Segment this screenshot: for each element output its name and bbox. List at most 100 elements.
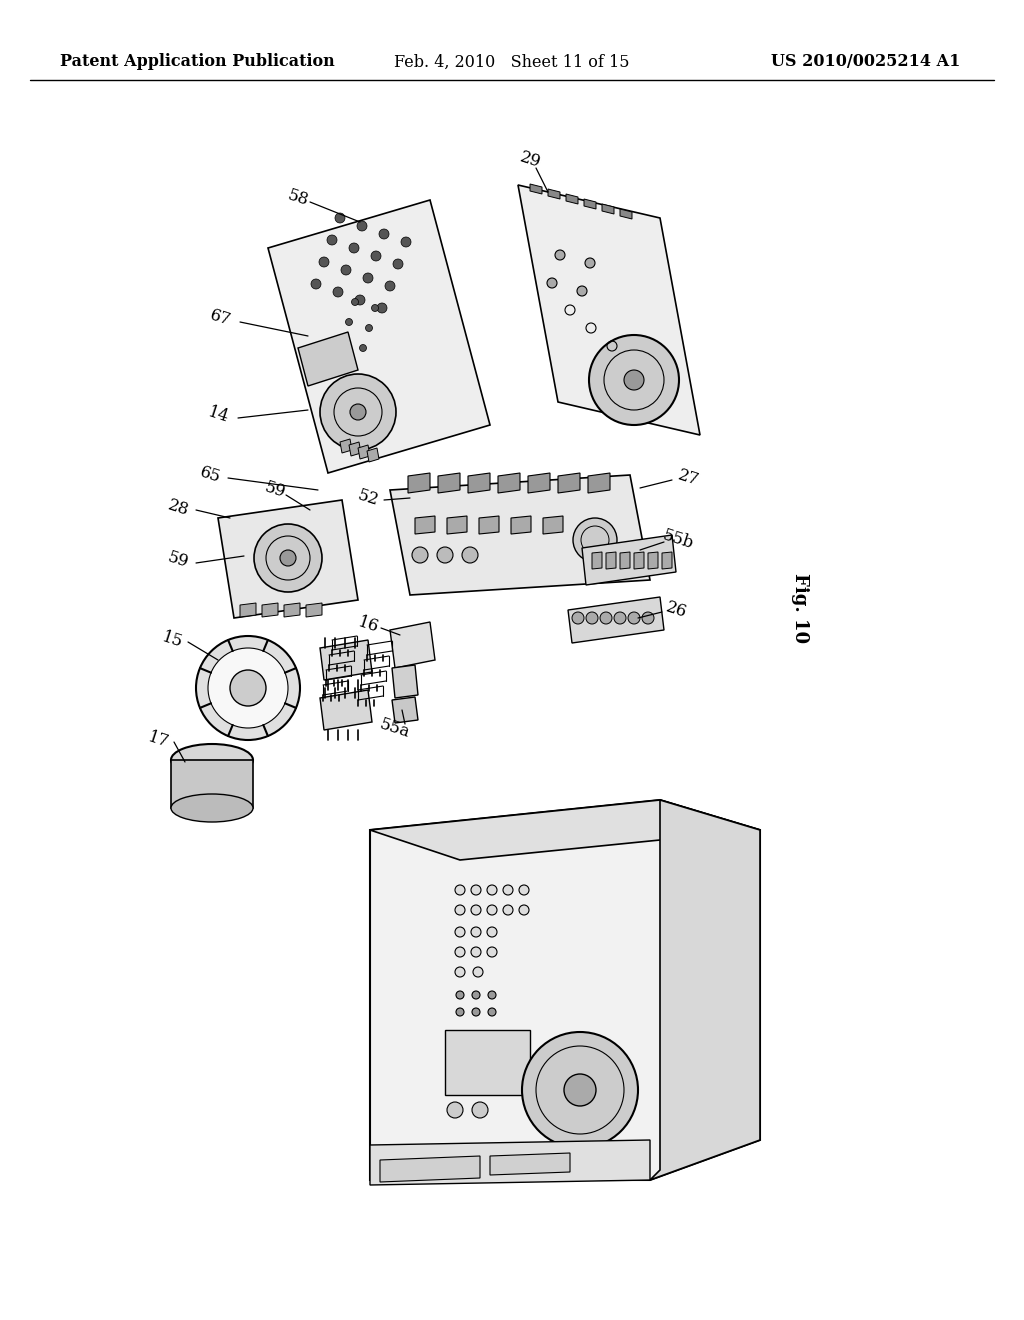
Polygon shape: [528, 473, 550, 492]
Circle shape: [196, 636, 300, 741]
Circle shape: [327, 235, 337, 246]
Polygon shape: [415, 516, 435, 535]
Circle shape: [280, 550, 296, 566]
Polygon shape: [218, 500, 358, 618]
Circle shape: [488, 1008, 496, 1016]
Text: 55a: 55a: [378, 715, 413, 741]
Text: 17: 17: [145, 729, 171, 751]
Circle shape: [412, 546, 428, 564]
Circle shape: [628, 612, 640, 624]
Circle shape: [333, 286, 343, 297]
Circle shape: [401, 238, 411, 247]
Circle shape: [555, 249, 565, 260]
Circle shape: [385, 281, 395, 290]
Text: 52: 52: [355, 487, 381, 510]
Circle shape: [362, 273, 373, 282]
Polygon shape: [370, 1140, 650, 1185]
Polygon shape: [602, 205, 614, 214]
Polygon shape: [511, 516, 531, 535]
Ellipse shape: [171, 744, 253, 776]
Polygon shape: [171, 760, 253, 808]
Text: 15: 15: [160, 628, 184, 651]
Text: 27: 27: [675, 467, 700, 490]
Circle shape: [573, 517, 617, 562]
Circle shape: [455, 946, 465, 957]
Circle shape: [572, 612, 584, 624]
Polygon shape: [620, 552, 630, 569]
Circle shape: [471, 927, 481, 937]
Bar: [445, 1030, 530, 1096]
Polygon shape: [319, 690, 372, 730]
Polygon shape: [530, 183, 542, 194]
Circle shape: [522, 1032, 638, 1148]
Polygon shape: [582, 535, 676, 585]
Polygon shape: [390, 622, 435, 668]
Circle shape: [357, 220, 367, 231]
Circle shape: [472, 1008, 480, 1016]
Circle shape: [455, 884, 465, 895]
Circle shape: [577, 286, 587, 296]
Circle shape: [319, 257, 329, 267]
Text: Fig. 10: Fig. 10: [791, 573, 809, 643]
Polygon shape: [650, 800, 760, 1180]
Text: 14: 14: [205, 404, 230, 426]
Text: 16: 16: [355, 614, 381, 636]
Polygon shape: [588, 473, 610, 492]
Polygon shape: [634, 552, 644, 569]
Circle shape: [455, 968, 465, 977]
Circle shape: [311, 279, 321, 289]
Circle shape: [586, 612, 598, 624]
Polygon shape: [370, 800, 760, 861]
Circle shape: [455, 927, 465, 937]
Circle shape: [564, 1074, 596, 1106]
Circle shape: [503, 906, 513, 915]
Text: US 2010/0025214 A1: US 2010/0025214 A1: [771, 54, 961, 70]
Circle shape: [340, 338, 346, 346]
Polygon shape: [662, 552, 672, 569]
Circle shape: [487, 906, 497, 915]
Polygon shape: [358, 445, 370, 459]
Polygon shape: [262, 603, 278, 616]
Polygon shape: [370, 800, 760, 1180]
Polygon shape: [490, 1152, 570, 1175]
Polygon shape: [438, 473, 460, 492]
Circle shape: [503, 884, 513, 895]
Circle shape: [624, 370, 644, 389]
Polygon shape: [306, 603, 322, 616]
Polygon shape: [240, 603, 256, 616]
Text: 28: 28: [165, 496, 190, 519]
Circle shape: [230, 671, 266, 706]
Circle shape: [377, 304, 387, 313]
Circle shape: [447, 1102, 463, 1118]
Polygon shape: [592, 552, 602, 569]
Polygon shape: [566, 194, 578, 205]
Text: 58: 58: [286, 186, 310, 210]
Polygon shape: [268, 201, 490, 473]
Circle shape: [473, 968, 483, 977]
Polygon shape: [408, 473, 430, 492]
Polygon shape: [298, 333, 358, 385]
Text: 26: 26: [664, 599, 689, 622]
Circle shape: [371, 251, 381, 261]
Polygon shape: [284, 603, 300, 616]
Circle shape: [471, 906, 481, 915]
Polygon shape: [479, 516, 499, 535]
Polygon shape: [620, 209, 632, 219]
Circle shape: [345, 318, 352, 326]
Polygon shape: [390, 475, 650, 595]
Circle shape: [589, 335, 679, 425]
Polygon shape: [558, 473, 580, 492]
Polygon shape: [392, 697, 418, 723]
Polygon shape: [392, 665, 418, 698]
Ellipse shape: [171, 795, 253, 822]
Polygon shape: [518, 185, 700, 436]
Circle shape: [254, 524, 322, 591]
Circle shape: [547, 279, 557, 288]
Circle shape: [341, 265, 351, 275]
Polygon shape: [380, 1156, 480, 1181]
Circle shape: [488, 991, 496, 999]
Polygon shape: [648, 552, 658, 569]
Circle shape: [349, 243, 359, 253]
Text: Patent Application Publication: Patent Application Publication: [60, 54, 335, 70]
Circle shape: [379, 228, 389, 239]
